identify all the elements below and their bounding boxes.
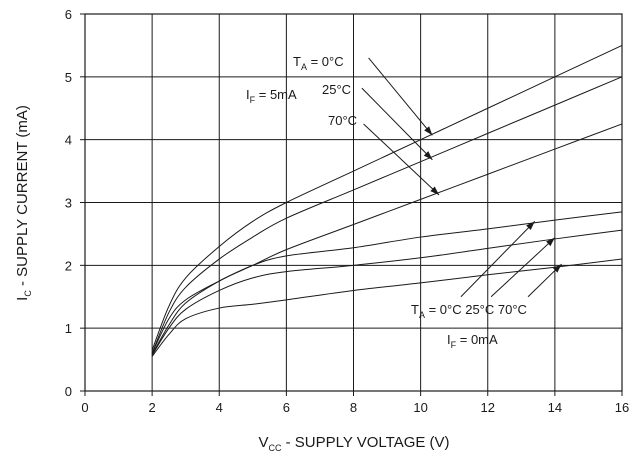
y-tick-label: 0 (65, 384, 72, 399)
series-line-1 (151, 44, 623, 351)
x-tick-label: 14 (548, 400, 562, 415)
annotation-if-5ma: IF = 5mA (246, 87, 297, 105)
x-tick-labels: 0 2 4 6 8 10 12 14 16 (81, 400, 629, 415)
series-line-3 (151, 123, 623, 355)
annotation-arrow-line (460, 221, 536, 298)
annotation-arrow-head (526, 221, 535, 231)
y-axis-title: IC - SUPPLY CURRENT (mA) (14, 105, 33, 301)
y-tick-label: 2 (65, 258, 72, 273)
x-tick-label: 10 (413, 400, 427, 415)
annotation-arrow-line (490, 237, 556, 298)
annotation-arrow-line (368, 57, 433, 136)
y-tick-label: 3 (65, 196, 72, 211)
y-tick-label: 6 (65, 7, 72, 22)
x-tick-label: 12 (481, 400, 495, 415)
series-line-6 (151, 258, 623, 357)
plot-frame (84, 13, 623, 392)
y-tick-labels: 0 1 2 3 4 5 6 (65, 7, 72, 399)
x-tick-label: 8 (350, 400, 357, 415)
y-tick-label: 1 (65, 321, 72, 336)
annotation-arrow-head (552, 264, 562, 273)
annotation-arrow-head (423, 151, 433, 160)
annotation-ta-bottom: TA = 0°C 25°C 70°C (411, 302, 527, 320)
x-tick-label: 6 (283, 400, 290, 415)
x-tick-label: 4 (216, 400, 223, 415)
annotation-arrow-head (546, 237, 555, 247)
x-axis-title: VCC - SUPPLY VOLTAGE (V) (258, 434, 449, 453)
y-tick-label: 5 (65, 70, 72, 85)
curves (151, 44, 623, 357)
x-tick-label: 0 (81, 400, 88, 415)
y-tick-label: 4 (65, 133, 72, 148)
series-line-5 (151, 229, 623, 356)
series-line-4 (151, 211, 623, 354)
annotation-arrow-head (424, 126, 433, 136)
annotation-arrow-head (430, 186, 440, 195)
annotation-arrow-line (361, 87, 433, 161)
annotation-ta-0c-top: TA = 0°C (293, 54, 344, 72)
annotation-if-0ma: IF = 0mA (447, 332, 498, 350)
series-line-2 (151, 76, 623, 354)
annotation-arrow-line (363, 123, 440, 196)
x-tick-label: 16 (615, 400, 629, 415)
annotation-70c-top: 70°C (328, 113, 357, 128)
x-tick-label: 2 (149, 400, 156, 415)
annotation-arrows (361, 57, 562, 298)
annotation-25c-top: 25°C (322, 82, 351, 97)
